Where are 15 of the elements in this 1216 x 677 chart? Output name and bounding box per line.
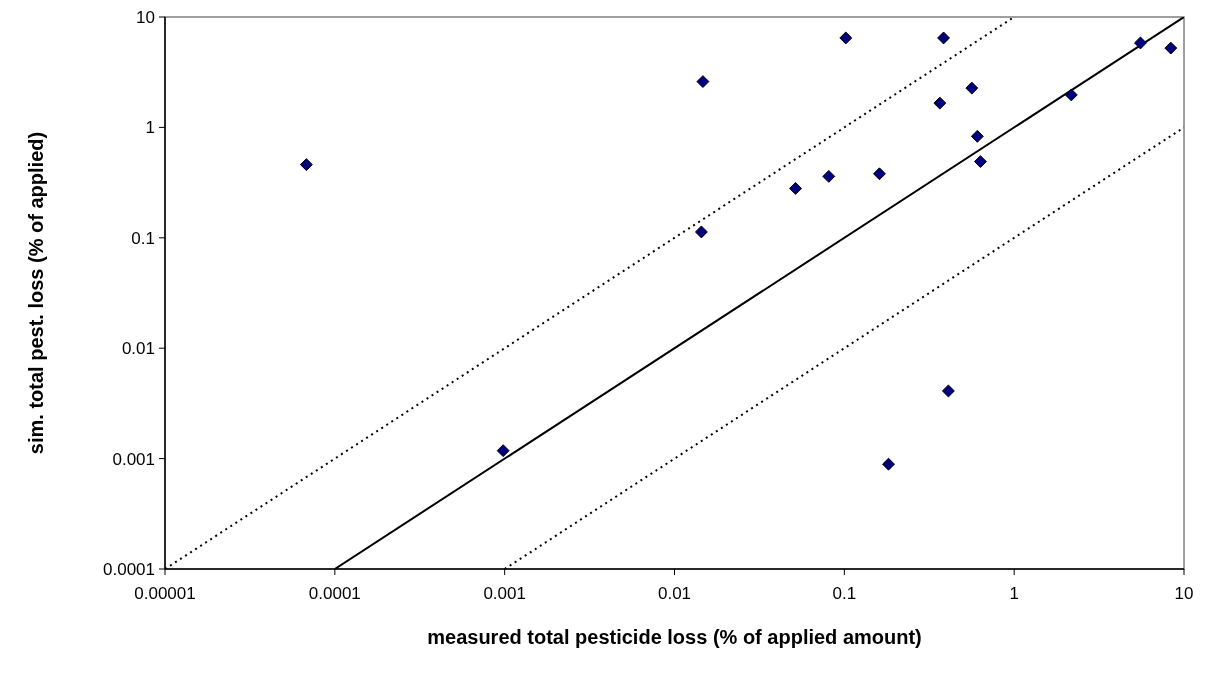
x-tick-label: 0.00001 — [134, 584, 196, 603]
y-tick-label: 0.001 — [112, 449, 155, 469]
x-tick-label: 0.1 — [832, 584, 857, 603]
y-tick-label: 10 — [136, 7, 155, 27]
y-tick-label: 0.01 — [121, 339, 155, 359]
y-tick-label: 0.1 — [131, 228, 155, 248]
x-tick-label: 1 — [1009, 584, 1019, 603]
y-tick-label: 0.0001 — [103, 559, 155, 579]
x-tick-label: 10 — [1174, 584, 1194, 603]
x-tick-label: 0.01 — [657, 584, 692, 603]
x-axis-title: measured total pesticide loss (% of applied amount) — [427, 626, 922, 648]
y-tick-label: 1 — [145, 118, 155, 138]
x-tick-label: 0.0001 — [308, 584, 361, 603]
y-axis-title: sim. total pest. loss (% of applied) — [25, 131, 47, 455]
x-tick-label: 0.001 — [483, 584, 526, 603]
